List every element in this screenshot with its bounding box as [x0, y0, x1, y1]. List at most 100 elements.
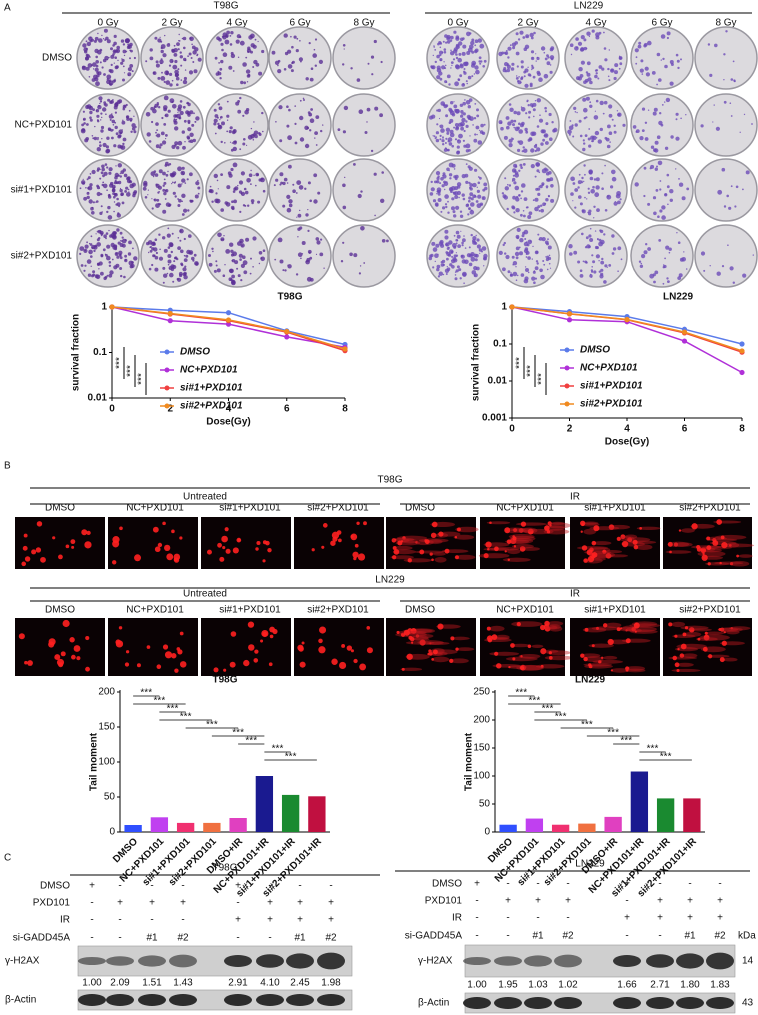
- colony: [733, 80, 736, 83]
- colony: [90, 235, 93, 238]
- colony: [455, 242, 458, 245]
- colony: [515, 266, 517, 268]
- treatment-mark: -: [90, 898, 93, 909]
- colony: [507, 121, 512, 126]
- colony: [510, 67, 515, 71]
- colony: [292, 189, 296, 193]
- colony: [108, 261, 112, 264]
- colony: [675, 53, 679, 57]
- treatment-mark: +: [117, 898, 123, 909]
- band-label: γ-H2AX: [418, 956, 453, 967]
- colony: [449, 118, 454, 123]
- colony: [647, 40, 652, 46]
- colony: [680, 117, 682, 120]
- x-tick-label: 8: [342, 404, 348, 415]
- colony: [662, 264, 665, 266]
- colony: [165, 173, 169, 177]
- colony: [573, 250, 578, 255]
- colony: [94, 36, 99, 41]
- colony: [527, 256, 531, 260]
- colony: [548, 254, 551, 257]
- colony: [277, 64, 279, 67]
- colony: [106, 210, 109, 214]
- colony: [232, 162, 238, 168]
- colony: [700, 124, 704, 128]
- colony: [659, 209, 663, 213]
- colony: [474, 194, 477, 197]
- colony: [584, 134, 588, 138]
- colony: [471, 270, 477, 275]
- colony: [592, 260, 596, 264]
- colony: [119, 175, 123, 178]
- colony: [519, 30, 524, 35]
- colony: [114, 252, 119, 256]
- plate: [630, 158, 694, 222]
- colony: [247, 46, 251, 50]
- row-label: DMSO: [42, 53, 72, 64]
- colony: [224, 201, 229, 205]
- comet-head: [506, 539, 512, 544]
- colony: [163, 181, 167, 185]
- colony: [168, 163, 172, 166]
- colony: [469, 135, 471, 137]
- colony: [603, 31, 605, 34]
- comet-tail: [414, 550, 445, 554]
- colony: [578, 173, 581, 176]
- comet-tail: [432, 656, 450, 663]
- colony: [450, 190, 453, 193]
- colony: [100, 112, 103, 115]
- colony: [95, 64, 99, 68]
- colony: [151, 242, 156, 246]
- colony: [444, 142, 447, 144]
- colony: [105, 149, 110, 154]
- colony: [531, 64, 534, 67]
- colony: [230, 249, 234, 253]
- colony: [644, 66, 649, 71]
- treatment-mark: #2: [714, 931, 726, 942]
- colony: [256, 173, 259, 176]
- treatment-label: PXD101: [33, 898, 71, 909]
- colony: [158, 106, 161, 109]
- comet-tail: [544, 525, 565, 531]
- colony: [113, 79, 117, 82]
- colony: [533, 115, 535, 118]
- condition-label: si#1+PXD101: [584, 503, 646, 514]
- colony: [589, 273, 592, 276]
- blot-band: [676, 997, 704, 1009]
- blot-title: T98G: [212, 863, 237, 874]
- colony: [461, 241, 464, 245]
- colony: [739, 131, 741, 133]
- colony: [342, 241, 345, 244]
- colony: [165, 138, 167, 140]
- colony: [506, 64, 511, 69]
- significance: ***: [167, 704, 179, 715]
- comet-tail: [504, 527, 526, 534]
- colony: [638, 260, 642, 263]
- kda-label: kDa: [738, 931, 756, 942]
- colony: [474, 65, 479, 70]
- colony: [155, 251, 158, 255]
- colony: [643, 250, 648, 255]
- colony: [230, 31, 234, 35]
- colony: [98, 96, 103, 101]
- colony: [603, 47, 607, 50]
- colony: [448, 83, 451, 86]
- colony: [371, 73, 374, 76]
- colony: [103, 101, 107, 105]
- comet-tail: [401, 539, 419, 544]
- point: [109, 304, 115, 310]
- colony: [298, 185, 304, 190]
- colony: [101, 167, 105, 172]
- colony: [594, 130, 600, 136]
- comet-tail: [583, 663, 613, 667]
- colony: [518, 122, 521, 126]
- colony: [143, 182, 148, 187]
- x-axis-label: Dose(Gy): [206, 417, 250, 428]
- colony: [286, 194, 291, 199]
- comet-head: [719, 657, 725, 663]
- colony: [578, 67, 583, 72]
- colony: [518, 129, 523, 134]
- colony: [549, 70, 553, 74]
- colony: [476, 133, 478, 136]
- colony: [127, 67, 132, 72]
